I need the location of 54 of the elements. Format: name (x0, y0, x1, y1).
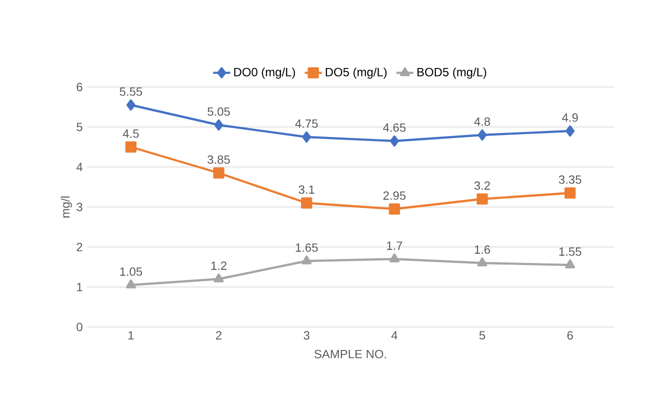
y-tick-label: 6 (76, 82, 82, 92)
point (125, 141, 136, 153)
data-label: 1.65 (296, 243, 318, 252)
point (126, 279, 136, 288)
x-tick-label: 6 (567, 331, 573, 340)
y-tick-label: 2 (76, 242, 82, 252)
point (388, 203, 400, 215)
point (301, 197, 312, 209)
point (566, 125, 575, 137)
legend-label: DO5 (mg/L) (326, 68, 387, 79)
data-label: 3.85 (208, 155, 230, 164)
point (214, 273, 224, 282)
point (565, 259, 576, 268)
data-label: 4.5 (122, 129, 139, 138)
data-label: 4.9 (562, 113, 578, 122)
point (564, 187, 576, 199)
point (214, 119, 224, 131)
data-label: 4.75 (295, 119, 318, 128)
y-axis-title: mg/l (60, 196, 72, 218)
data-label: 4.8 (474, 117, 490, 126)
data-label: 1.05 (120, 267, 142, 276)
point (126, 99, 136, 111)
y-tick-label: 3 (76, 202, 82, 212)
x-tick-label: 5 (479, 331, 486, 340)
point (390, 135, 399, 147)
x-tick-label: 4 (391, 331, 398, 340)
y-tick-label: 1 (77, 282, 82, 292)
data-label: 3.35 (558, 175, 582, 184)
data-label: 5.05 (208, 107, 230, 116)
x-axis-title: SAMPLE NO. (314, 350, 386, 358)
y-tick-label: 0 (76, 322, 82, 332)
legend-label: BOD5 (mg/L) (418, 68, 486, 79)
point (476, 193, 488, 205)
x-tick-label: 1 (128, 331, 134, 340)
point (389, 253, 400, 262)
legend-label: DO0 (mg/L) (234, 68, 295, 79)
data-label: 1.2 (211, 261, 226, 270)
data-label: 2.95 (383, 191, 406, 200)
y-tick-label: 5 (76, 122, 82, 132)
data-label: 1.6 (474, 245, 490, 254)
data-label: 1.55 (559, 247, 582, 256)
data-label: 5.55 (120, 87, 142, 96)
data-label: 4.65 (383, 123, 406, 132)
point (478, 129, 487, 141)
x-tick-label: 3 (304, 331, 310, 340)
y-tick-label: 4 (76, 162, 82, 172)
data-label: 3.2 (474, 181, 490, 190)
point (477, 257, 488, 266)
data-label: 3.1 (298, 185, 314, 194)
data-label: 1.7 (387, 242, 402, 250)
point (302, 255, 312, 264)
x-tick-label: 2 (216, 331, 222, 340)
point (302, 131, 312, 143)
point (213, 167, 224, 179)
